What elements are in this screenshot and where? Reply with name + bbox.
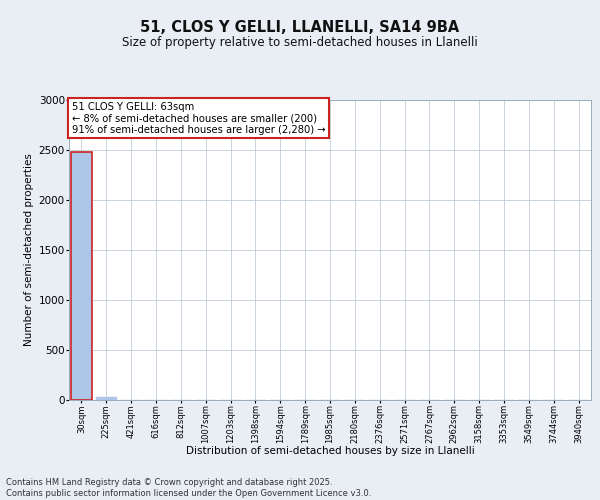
Y-axis label: Number of semi-detached properties: Number of semi-detached properties [25, 154, 34, 346]
Bar [71, 152, 92, 400]
Bar [96, 397, 117, 400]
Text: 51 CLOS Y GELLI: 63sqm
← 8% of semi-detached houses are smaller (200)
91% of sem: 51 CLOS Y GELLI: 63sqm ← 8% of semi-deta… [71, 102, 325, 134]
Text: Size of property relative to semi-detached houses in Llanelli: Size of property relative to semi-detach… [122, 36, 478, 49]
Text: 51, CLOS Y GELLI, LLANELLI, SA14 9BA: 51, CLOS Y GELLI, LLANELLI, SA14 9BA [140, 20, 460, 35]
X-axis label: Distribution of semi-detached houses by size in Llanelli: Distribution of semi-detached houses by … [185, 446, 475, 456]
Text: Contains HM Land Registry data © Crown copyright and database right 2025.
Contai: Contains HM Land Registry data © Crown c… [6, 478, 371, 498]
